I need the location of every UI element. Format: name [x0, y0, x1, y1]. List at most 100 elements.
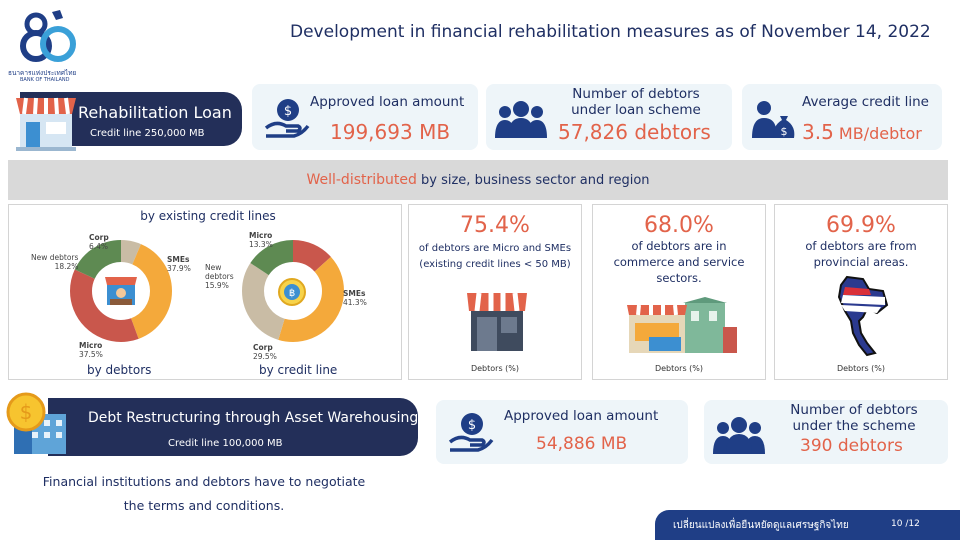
thailand-map-icon	[837, 275, 889, 357]
stat3-foot: Debtors (%)	[836, 364, 886, 373]
stat1-line2: (existing credit lines < 50 MB)	[419, 259, 571, 270]
d1-label-new: New debtors 18.2%	[31, 253, 78, 271]
donut-chart-debtors	[70, 240, 172, 342]
svg-text:$: $	[781, 125, 788, 138]
money-hand-icon-2: $	[448, 413, 494, 452]
d2-label-micro: Micro 13.3%	[249, 231, 273, 249]
d2-label-smes: SMEs 41.3%	[343, 289, 367, 307]
d2-smes-name: SMEs	[343, 289, 366, 298]
d2-micro-val: 13.3%	[249, 240, 273, 249]
stat1-foot: Debtors (%)	[470, 364, 520, 373]
charts-heading: by existing credit lines	[140, 209, 276, 223]
logo-mark-icon	[20, 10, 76, 62]
people-icon-2	[713, 417, 765, 454]
debtors2-value: 390 debtors	[800, 436, 903, 456]
d1-label-corp: Corp 6.4%	[89, 233, 109, 251]
stat-panel-provincial: 69.9% of debtors are from provincial are…	[774, 204, 948, 380]
rehab-credit-line: Credit line 250,000 MB	[90, 128, 205, 139]
avg-credit-number: 3.5	[802, 120, 834, 144]
debtors2-label-line2: under the scheme	[792, 418, 916, 434]
distribution-banner: Well-distributed by size, business secto…	[8, 160, 948, 200]
d2-micro-name: Micro	[249, 231, 273, 240]
debt-restructuring-pill: Debt Restructuring through Asset Warehou…	[48, 398, 418, 456]
d2-label-corp: Corp 29.5%	[253, 343, 277, 361]
stat1-line1: of debtors are Micro and SMEs	[418, 243, 572, 254]
people-icon	[495, 101, 547, 138]
d1-new-name: New debtors	[31, 253, 79, 262]
banner-rest: by size, business sector and region	[416, 173, 650, 188]
approved-loan-card: $ Approved loan amount 199,693 MB	[252, 84, 478, 150]
d1-micro-val: 37.5%	[79, 350, 103, 359]
stat3-pct: 69.9%	[826, 213, 896, 238]
debtors2-label-line1: Number of debtors	[790, 402, 918, 418]
debtors-caption: by debtors	[87, 363, 152, 377]
donut-charts-panel: by existing credit lines ฿ Corp 6.4% SMEs…	[8, 204, 402, 380]
coin-icon: ฿	[278, 278, 306, 306]
footer-bar: เปลี่ยนแปลงเพื่อยืนหยัดดูแลเศรษฐกิจไทย 1…	[655, 510, 960, 540]
d1-smes-name: SMEs	[167, 255, 190, 264]
d2-label-new: New debtors 15.9%	[205, 263, 245, 290]
svg-text:$: $	[20, 400, 33, 424]
donut-chart-credit	[242, 240, 344, 342]
coin-building-icon: $	[6, 392, 66, 454]
donut-slice-smes	[70, 240, 172, 342]
debt-restructuring-label: Debt Restructuring through Asset Warehou…	[88, 410, 419, 426]
approved-loan-label-2: Approved loan amount	[504, 408, 659, 424]
logo-org-en: BANK OF THAILAND	[20, 77, 70, 83]
donut-slice-corp	[242, 240, 344, 342]
stat1-pct: 75.4%	[460, 213, 530, 238]
d2-corp-val: 29.5%	[253, 352, 277, 361]
negotiation-note-line1: Financial institutions and debtors have …	[42, 474, 366, 489]
rehab-loan-label: Rehabilitation Loan	[78, 103, 232, 122]
donut-slice-micro	[70, 240, 172, 342]
svg-text:$: $	[468, 418, 476, 433]
svg-text:$: $	[284, 104, 292, 119]
debt-credit-line: Credit line 100,000 MB	[168, 438, 283, 449]
avg-credit-label: Average credit line	[802, 94, 929, 110]
logo: ธนาคารแห่งประเทศไทย BANK OF THAILAND	[8, 8, 88, 83]
money-bag-icon: $	[752, 101, 795, 138]
svg-text:฿: ฿	[289, 288, 295, 299]
d1-new-val: 18.2%	[54, 262, 79, 271]
approved-loan-card-2: $ Approved loan amount 54,886 MB	[436, 400, 688, 464]
negotiation-note-line2: the terms and conditions.	[123, 498, 285, 513]
donut-slice-smes	[242, 240, 344, 342]
stat2-line1: of debtors are in	[631, 239, 727, 253]
approved-loan-value: 199,693 MB	[330, 120, 451, 144]
debtors-card-2: Number of debtors under the scheme 390 d…	[704, 400, 948, 464]
avg-credit-value: 3.5 MB/debtor	[802, 120, 922, 144]
d1-corp-name: Corp	[89, 233, 109, 242]
avg-credit-unit: MB/debtor	[838, 124, 922, 143]
shop-owner-icon	[105, 277, 137, 305]
d2-new-name: New debtors	[205, 263, 234, 281]
banner-text: Well-distributed by size, business secto…	[8, 172, 948, 188]
stat2-pct: 68.0%	[644, 213, 714, 238]
banner-highlight: Well-distributed	[306, 172, 417, 188]
approved-loan-label: Approved loan amount	[310, 94, 465, 110]
page-number: 10 /12	[891, 519, 920, 529]
shop-icon	[16, 97, 76, 151]
d2-new-val: 15.9%	[205, 281, 229, 290]
approved-loan-value-2: 54,886 MB	[536, 434, 628, 454]
money-hand-icon: $	[264, 99, 310, 138]
debtors-value: 57,826 debtors	[558, 120, 711, 144]
footer-slogan: เปลี่ยนแปลงเพื่อยืนหยัดดูแลเศรษฐกิจไทย	[673, 520, 849, 531]
stat3-line2: provincial areas.	[813, 255, 909, 269]
d1-smes-val: 37.9%	[167, 264, 191, 273]
market-street-icon	[627, 297, 737, 353]
storefront-icon	[467, 292, 527, 351]
d1-label-micro: Micro 37.5%	[79, 341, 103, 359]
stat2-line3: sectors.	[656, 271, 702, 285]
stat3-line1: of debtors are from	[805, 239, 917, 253]
stat-panel-commerce: 68.0% of debtors are in commerce and ser…	[592, 204, 766, 380]
d1-label-smes: SMEs 37.9%	[167, 255, 191, 273]
d1-corp-val: 6.4%	[89, 242, 109, 251]
d1-micro-name: Micro	[79, 341, 103, 350]
credit-caption: by credit line	[259, 363, 338, 377]
d2-smes-val: 41.3%	[343, 298, 367, 307]
stat-panel-micro-smes: 75.4% of debtors are Micro and SMEs (exi…	[408, 204, 582, 380]
stat2-line2: commerce and service	[613, 255, 745, 269]
stat2-foot: Debtors (%)	[654, 364, 704, 373]
debtors-label-line1: Number of debtors	[572, 86, 700, 102]
d2-corp-name: Corp	[253, 343, 273, 352]
